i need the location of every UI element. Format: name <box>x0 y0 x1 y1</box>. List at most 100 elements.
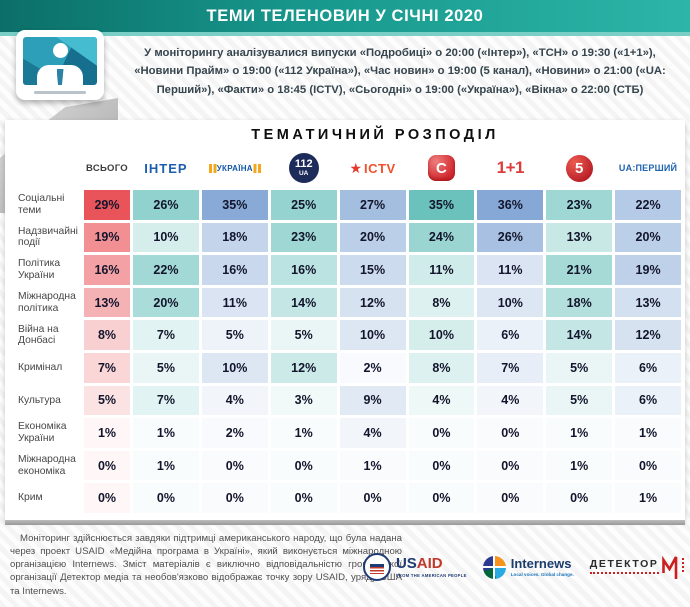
1plus1-logo: 1+1 <box>496 158 525 177</box>
footer-section: Моніторинг здійснюється завдяки підтримц… <box>0 527 690 607</box>
tv-analyst-icon <box>16 30 104 100</box>
value-cell-ua-pershyi: 19% <box>615 255 681 285</box>
value-cell-ictv: 1% <box>339 450 406 481</box>
total-label: ВСЬОГО <box>86 162 128 174</box>
value-cell-1plus1: 0% <box>477 483 544 513</box>
value-cell-total: 8% <box>84 320 130 350</box>
value-cell-ukraina: 4% <box>201 385 268 416</box>
value-cell-stb: 8% <box>408 287 475 318</box>
value-cell-inter: 5% <box>133 352 199 383</box>
intro-section: У моніторингу аналізувалися випуски «Под… <box>0 30 690 213</box>
title-bar: ТЕМИ ТЕЛЕНОВИН У СІЧНІ 2020 <box>0 0 690 32</box>
section-title: ТЕМАТИЧНИЙ РОЗПОДІЛ <box>251 127 499 143</box>
value-cell-1plus1: 7% <box>477 352 544 383</box>
detector-vertical-marks <box>681 557 684 572</box>
column-header-stb: С <box>409 155 475 181</box>
internews-globe-icon <box>482 555 506 579</box>
topic-label: Міжнародна економіка <box>18 454 76 477</box>
value-cell-1plus1: 4% <box>477 385 544 416</box>
value-cell-1plus1: 6% <box>477 320 544 350</box>
heartbeat-m-icon <box>661 555 677 579</box>
column-header-1plus1: 1+1 <box>477 158 543 178</box>
value-cell-inter: 22% <box>133 255 199 285</box>
value-cell-total: 1% <box>84 418 130 448</box>
stb-logo: С <box>427 155 455 181</box>
value-cell-ukraina: 0% <box>201 483 268 513</box>
monitoring-description: У моніторингу аналізувалися випуски «Под… <box>134 47 666 96</box>
value-cell-1plus1: 10% <box>477 287 544 318</box>
value-cell-ukraina: 18% <box>201 222 268 253</box>
ukraina-logo-text: УКРАЇНА <box>216 163 253 173</box>
column-header-5kanal: 5 <box>546 154 612 182</box>
value-cell-ukraina: 16% <box>201 255 268 285</box>
yellow-bars-icon <box>257 163 261 173</box>
person-tie <box>56 69 64 85</box>
value-cell-stb: 0% <box>408 418 475 448</box>
value-cell-5-kanal: 0% <box>546 483 613 513</box>
value-cell-ua-pershyi: 1% <box>615 483 681 513</box>
topic-label: Надзвичайні події <box>18 225 78 249</box>
internews-logo: Internews Local voices. Global change. <box>482 555 574 579</box>
value-cell-5-kanal: 18% <box>546 287 613 318</box>
value-cell-inter: 7% <box>133 385 199 416</box>
value-cell-ukraina: 10% <box>201 352 268 383</box>
detector-wordmark: ДЕТЕКТОР <box>589 558 659 574</box>
value-cell-ictv: 27% <box>339 190 406 220</box>
topic-label: Культура <box>18 394 61 406</box>
value-cell-112-ukraina: 25% <box>270 190 337 220</box>
column-header-ua-pershyi: UA:ПЕРШИЙ <box>615 163 681 173</box>
value-cell-inter: 7% <box>133 320 199 350</box>
value-cell-5-kanal: 14% <box>546 320 613 350</box>
divider-bar <box>5 520 685 525</box>
value-cell-112-ukraina: 5% <box>270 320 337 350</box>
value-cell-ua-pershyi: 0% <box>615 450 681 481</box>
value-cell-total: 7% <box>84 352 130 383</box>
inter-logo: ІНТЕР <box>144 160 188 176</box>
value-cell-stb: 8% <box>408 352 475 383</box>
value-cell-1plus1: 0% <box>477 450 544 481</box>
value-cell-stb: 35% <box>408 190 475 220</box>
ua-pershyi-logo: UA:ПЕРШИЙ <box>618 163 678 173</box>
value-cell-ua-pershyi: 1% <box>615 418 681 448</box>
value-cell-inter: 0% <box>133 483 199 513</box>
value-cell-stb: 0% <box>408 450 475 481</box>
value-cell-inter: 1% <box>133 450 199 481</box>
star-icon: ★ <box>349 160 363 176</box>
value-cell-ukraina: 35% <box>201 190 268 220</box>
value-cell-112-ukraina: 16% <box>270 255 337 285</box>
112-ukraina-logo: 112 UA <box>288 153 319 183</box>
column-header-ictv: ★ ICTV <box>340 161 406 176</box>
value-cell-5-kanal: 21% <box>546 255 613 285</box>
title-bar-accent-strip <box>0 32 690 36</box>
value-cell-1plus1: 11% <box>477 255 544 285</box>
column-header-112: 112 UA <box>271 153 337 183</box>
value-cell-1plus1: 26% <box>477 222 544 253</box>
value-cell-total: 16% <box>84 255 130 285</box>
value-cell-stb: 11% <box>408 255 475 285</box>
value-cell-total: 29% <box>84 190 130 220</box>
value-cell-1plus1: 0% <box>477 418 544 448</box>
value-cell-ictv: 2% <box>339 352 406 383</box>
value-cell-112-ukraina: 3% <box>270 385 337 416</box>
column-header-ukraina: УКРАЇНА <box>202 163 268 173</box>
value-cell-inter: 1% <box>133 418 199 448</box>
ukraina-logo: УКРАЇНА <box>208 163 261 173</box>
value-cell-ictv: 9% <box>339 385 406 416</box>
partner-logos: USAID FROM THE AMERICAN PEOPLE Internews… <box>362 553 684 581</box>
value-cell-inter: 20% <box>133 287 199 318</box>
value-cell-stb: 0% <box>408 483 475 513</box>
value-cell-ukraina: 2% <box>201 418 268 448</box>
topic-label: Політика України <box>18 258 61 281</box>
topics-table-body: Соціальні теми 29% 26% 35% 25% 27% 35% 36% 23% 22… <box>5 190 685 513</box>
value-cell-total: 0% <box>84 483 130 513</box>
ictv-logo: ★ ICTV <box>349 161 395 176</box>
value-cell-112-ukraina: 14% <box>270 287 337 318</box>
monitor-base <box>34 91 86 94</box>
value-cell-ua-pershyi: 6% <box>615 352 681 383</box>
topic-label: Соціальні теми <box>18 193 65 216</box>
value-cell-112-ukraina: 23% <box>270 222 337 253</box>
value-cell-total: 0% <box>84 450 130 481</box>
column-header-total: ВСЬОГО <box>84 163 130 174</box>
value-cell-112-ukraina: 0% <box>270 483 337 513</box>
